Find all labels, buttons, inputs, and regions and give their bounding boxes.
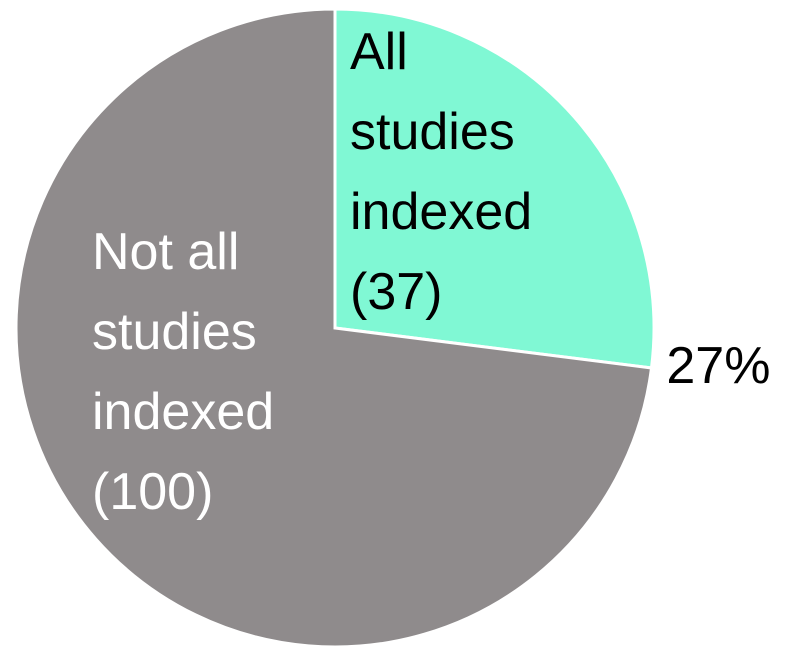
value-label: 27%	[666, 337, 770, 395]
pie-slice	[14, 7, 654, 647]
pie-slice	[333, 7, 656, 370]
slice-label: All studies indexed (37)	[350, 23, 532, 321]
slice-label: Not all studies indexed (100)	[92, 223, 274, 521]
